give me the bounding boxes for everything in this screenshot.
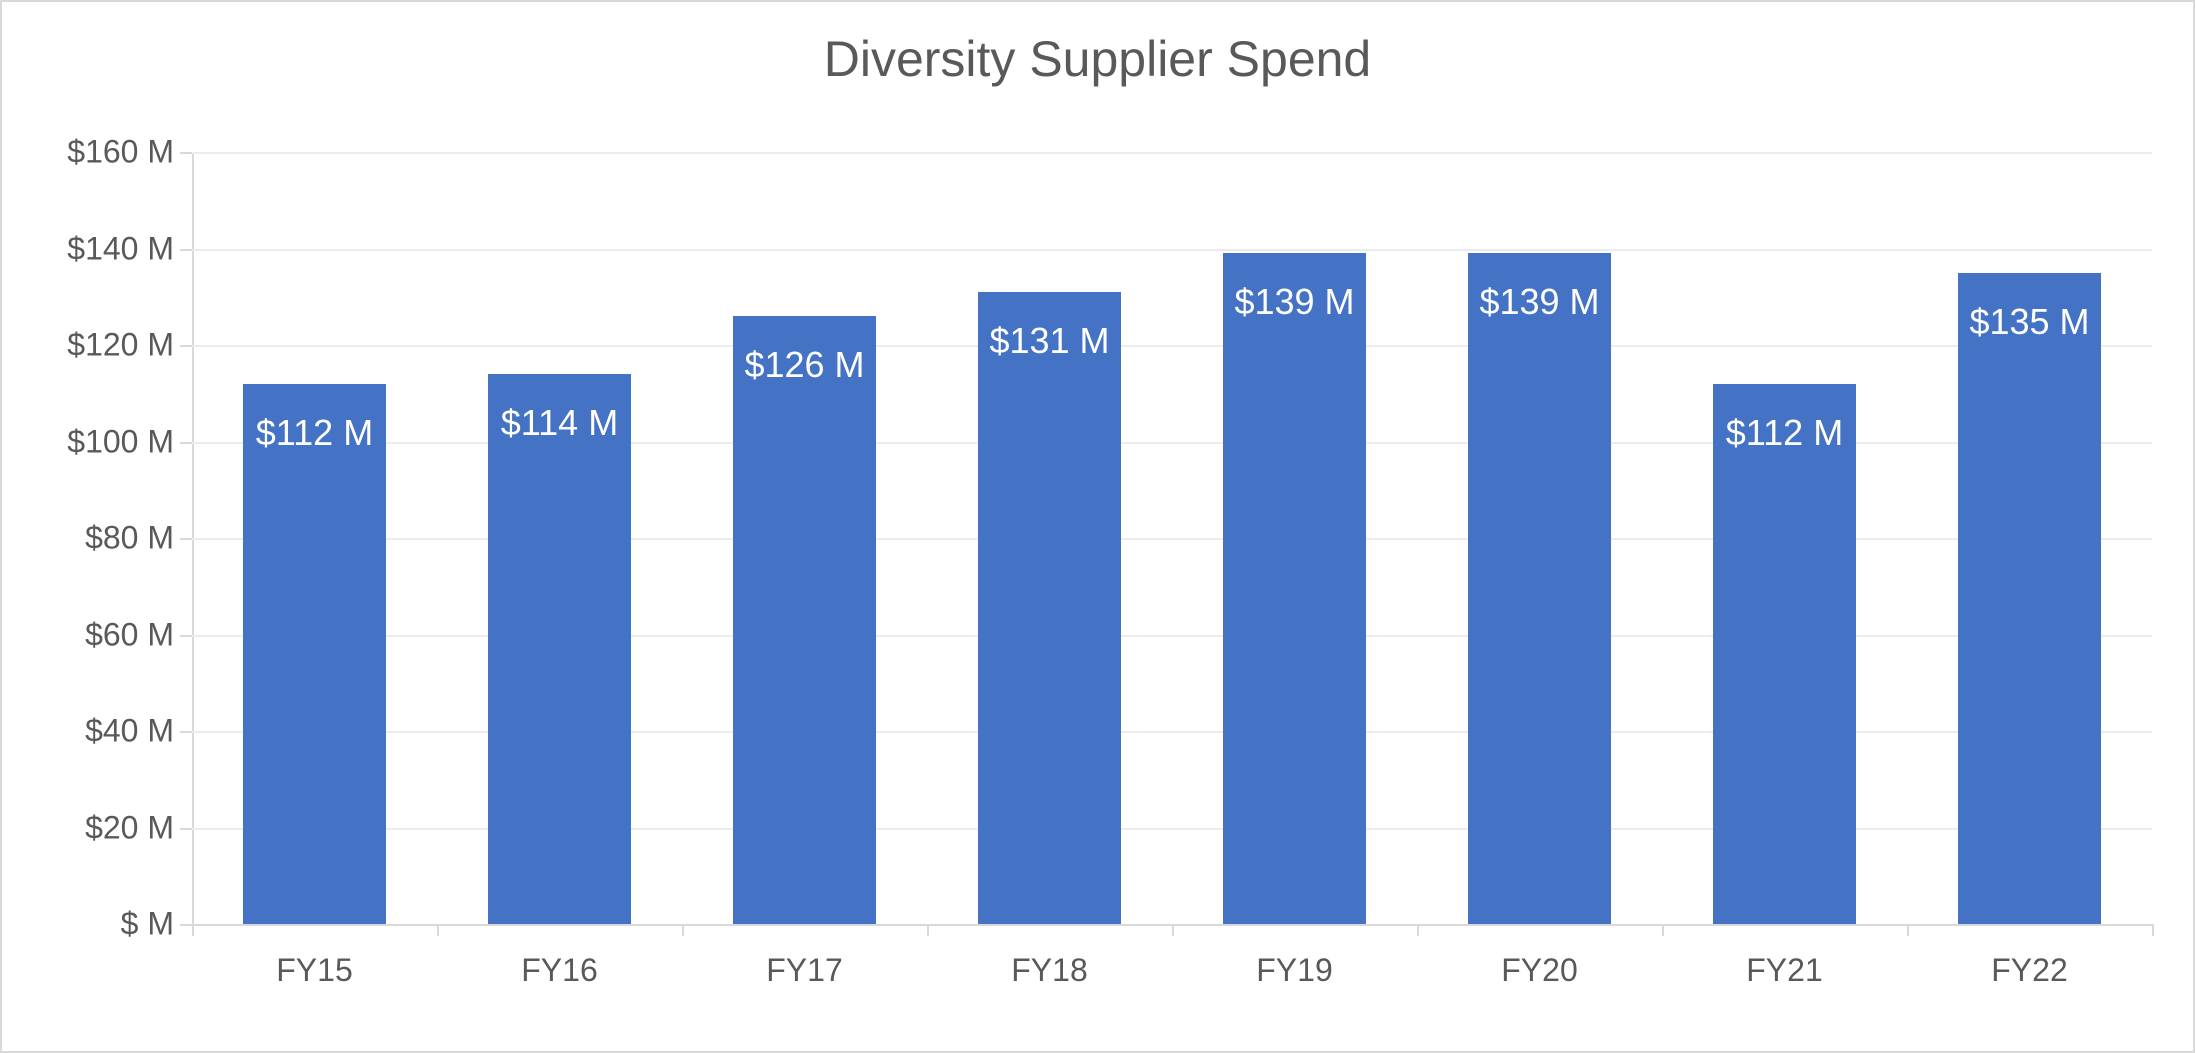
x-tick-label: FY17 — [766, 924, 842, 989]
bar-value-label: $114 M — [501, 402, 618, 444]
x-tick-mark — [1662, 924, 1664, 936]
bar-value-label: $112 M — [1726, 412, 1843, 454]
x-tick-mark — [192, 924, 194, 936]
bar-value-label: $112 M — [256, 412, 373, 454]
gridline — [192, 249, 2152, 251]
x-tick-label: FY16 — [521, 924, 597, 989]
x-tick-mark — [2152, 924, 2154, 936]
x-tick-label: FY15 — [276, 924, 352, 989]
bar: $114 M — [488, 374, 630, 924]
gridline — [192, 152, 2152, 154]
x-tick-label: FY22 — [1991, 924, 2067, 989]
bar-value-label: $131 M — [989, 320, 1109, 362]
x-tick-mark — [1907, 924, 1909, 936]
chart-title: Diversity Supplier Spend — [2, 30, 2193, 88]
y-tick-label: $80 M — [85, 520, 192, 557]
bar: $139 M — [1468, 253, 1610, 924]
x-tick-label: FY21 — [1746, 924, 1822, 989]
bar-value-label: $135 M — [1969, 301, 2089, 343]
y-tick-label: $ M — [121, 906, 192, 943]
gridline — [192, 538, 2152, 540]
plot-area: $ M$20 M$40 M$60 M$80 M$100 M$120 M$140 … — [192, 152, 2152, 924]
x-tick-mark — [682, 924, 684, 936]
gridline — [192, 345, 2152, 347]
bar: $126 M — [733, 316, 875, 924]
y-tick-label: $160 M — [67, 134, 192, 171]
x-tick-mark — [437, 924, 439, 936]
gridline — [192, 828, 2152, 830]
x-tick-label: FY18 — [1011, 924, 1087, 989]
x-tick-label: FY20 — [1501, 924, 1577, 989]
bar: $112 M — [1713, 384, 1855, 924]
chart-container: Diversity Supplier Spend $ M$20 M$40 M$6… — [0, 0, 2195, 1053]
y-tick-label: $120 M — [67, 327, 192, 364]
bar: $131 M — [978, 292, 1120, 924]
gridline — [192, 442, 2152, 444]
x-tick-mark — [927, 924, 929, 936]
bar-value-label: $126 M — [744, 344, 864, 386]
y-tick-label: $100 M — [67, 423, 192, 460]
x-tick-mark — [1172, 924, 1174, 936]
y-tick-label: $40 M — [85, 713, 192, 750]
bar: $135 M — [1958, 273, 2100, 924]
x-tick-label: FY19 — [1256, 924, 1332, 989]
bar: $139 M — [1223, 253, 1365, 924]
y-tick-label: $20 M — [85, 809, 192, 846]
x-tick-mark — [1417, 924, 1419, 936]
bar-value-label: $139 M — [1479, 281, 1599, 323]
y-tick-label: $60 M — [85, 616, 192, 653]
bar-value-label: $139 M — [1234, 281, 1354, 323]
y-tick-label: $140 M — [67, 230, 192, 267]
gridline — [192, 635, 2152, 637]
bar: $112 M — [243, 384, 385, 924]
gridline — [192, 731, 2152, 733]
